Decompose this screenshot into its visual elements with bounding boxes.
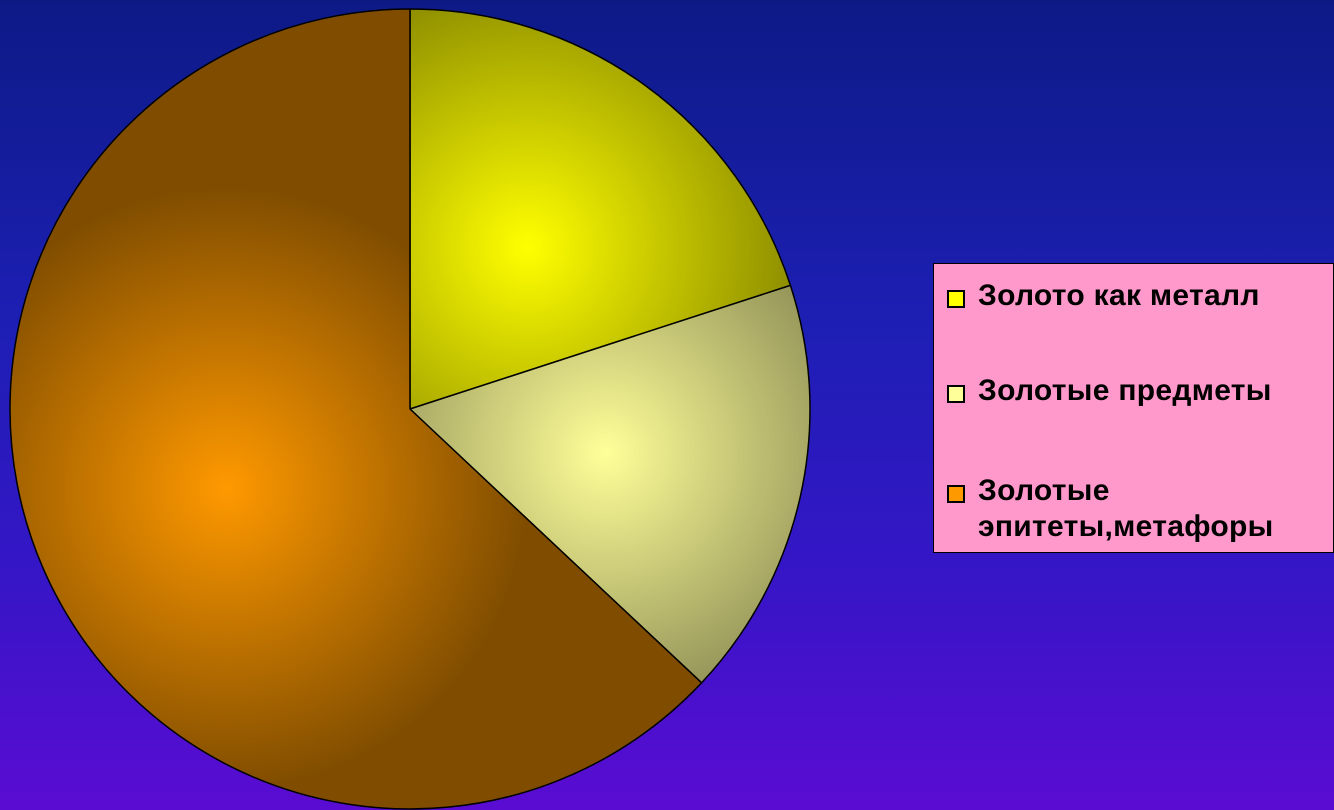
legend-label-epithets: Золотые эпитеты,метафоры [978,474,1274,543]
legend-swatch-objects [947,385,965,403]
legend: Золото как металл Золотые предметы Золот… [933,263,1334,553]
pie-slice-epithets [9,8,703,810]
pie-slice-metal [409,8,792,410]
pie-slices [9,8,811,810]
legend-swatch-metal [947,290,965,308]
pie-slice-objects [409,284,811,684]
legend-swatch-epithets [947,485,965,503]
legend-label-objects: Золотые предметы [978,374,1272,407]
legend-label-metal: Золото как металл [978,279,1260,312]
